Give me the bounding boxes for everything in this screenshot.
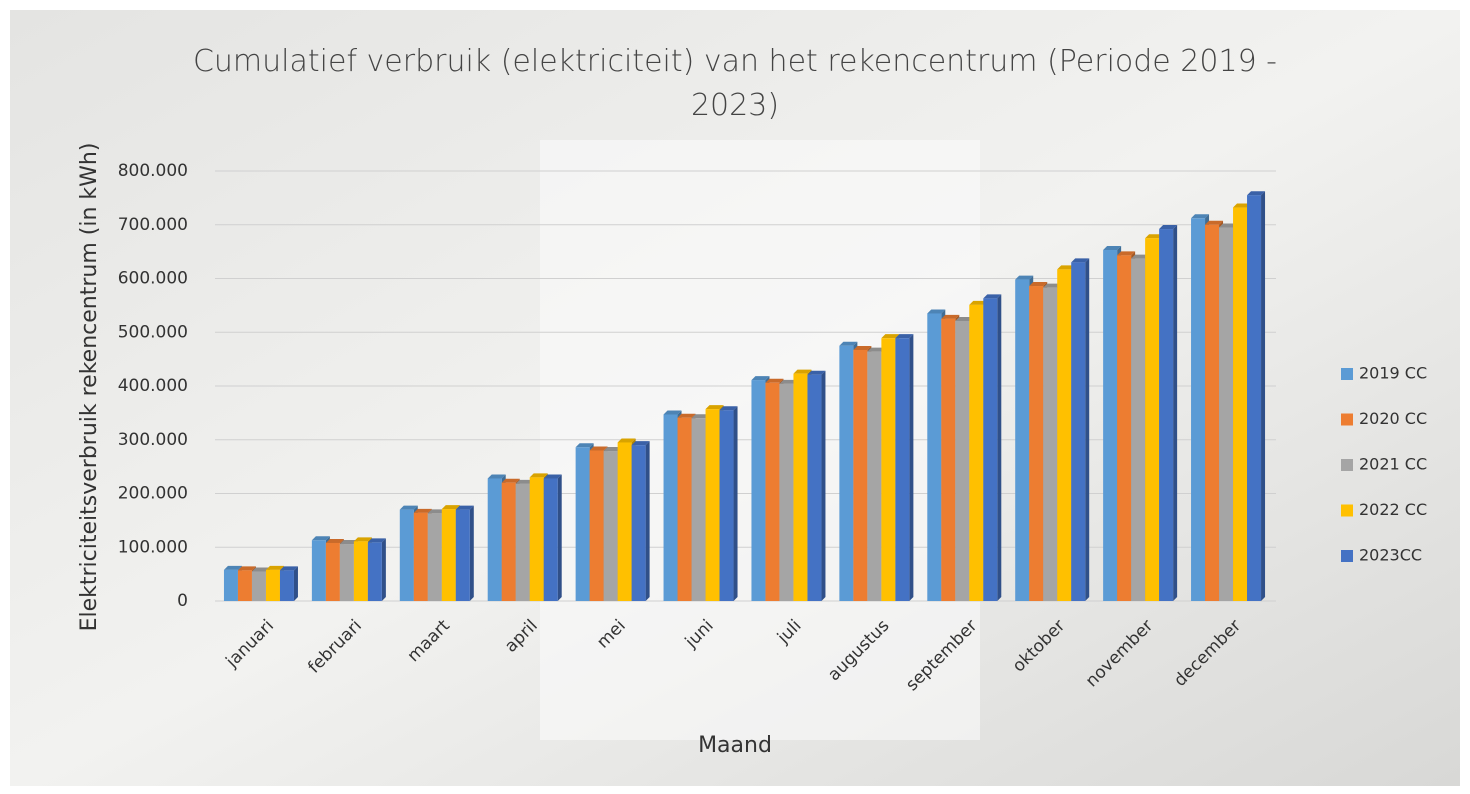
bar xyxy=(720,410,734,601)
bar-side xyxy=(646,441,650,601)
bar-side xyxy=(997,294,1001,601)
bar xyxy=(853,350,867,601)
bar xyxy=(368,542,382,601)
bar xyxy=(488,478,502,601)
bar xyxy=(1071,262,1085,601)
y-tick-label: 0 xyxy=(177,591,188,611)
bar xyxy=(1219,227,1233,601)
y-tick-label: 200.000 xyxy=(118,484,188,504)
legend-swatch xyxy=(1341,368,1353,380)
bar-side xyxy=(1173,225,1177,601)
bar xyxy=(576,447,590,601)
bar xyxy=(442,509,456,601)
bar xyxy=(881,338,895,601)
bar xyxy=(1205,225,1219,601)
bar-side xyxy=(1085,258,1089,601)
bar xyxy=(252,571,266,601)
bar xyxy=(1131,259,1145,601)
bar xyxy=(1247,195,1261,601)
bar-side xyxy=(821,371,825,601)
bar xyxy=(618,442,632,601)
legend-label: 2021 CC xyxy=(1359,455,1427,474)
page: 0 100.000 200.000 300.000 400.000 500.000 600.… xyxy=(0,0,1470,794)
legend-label: 2019 CC xyxy=(1359,364,1427,383)
bar xyxy=(456,510,470,601)
y-axis-title: Elektriciteitsverbruik rekencentrum (in … xyxy=(77,143,102,632)
bar xyxy=(632,445,646,601)
bar xyxy=(1029,286,1043,601)
bar xyxy=(765,383,779,601)
bar xyxy=(779,384,793,601)
bar-side xyxy=(382,538,386,601)
bar xyxy=(544,478,558,601)
bar xyxy=(678,418,692,601)
bar xyxy=(326,543,340,601)
bar xyxy=(1057,269,1071,601)
chart-title: Cumulatief verbruik (elektriciteit) van … xyxy=(185,40,1285,128)
bar xyxy=(340,544,354,601)
bar-side xyxy=(470,506,474,601)
bar xyxy=(927,313,941,601)
bar xyxy=(807,375,821,601)
y-tick-label: 500.000 xyxy=(118,322,188,342)
bar xyxy=(266,570,280,601)
bar xyxy=(502,483,516,601)
x-axis-title: Maand xyxy=(698,733,772,758)
legend-label: 2020 CC xyxy=(1359,409,1427,428)
bar xyxy=(400,510,414,601)
bar xyxy=(280,570,294,601)
bar xyxy=(590,451,604,602)
legend-swatch xyxy=(1341,505,1353,517)
bar xyxy=(604,451,618,601)
bar xyxy=(1145,238,1159,601)
bar xyxy=(706,409,720,601)
legend-swatch xyxy=(1341,414,1353,426)
bar xyxy=(1191,218,1205,601)
y-tick-label: 100.000 xyxy=(118,537,188,557)
bar xyxy=(1103,250,1117,601)
bar-side xyxy=(558,474,562,601)
bar xyxy=(895,338,909,601)
bar xyxy=(839,346,853,601)
bar xyxy=(414,513,428,601)
bar xyxy=(428,513,442,601)
bar xyxy=(867,352,881,601)
bar xyxy=(1043,288,1057,601)
bar-side xyxy=(909,334,913,601)
y-tick-label: 800.000 xyxy=(118,161,188,181)
bar xyxy=(516,484,530,601)
bar xyxy=(1233,208,1247,601)
bar xyxy=(751,380,765,601)
bar xyxy=(224,570,238,601)
legend-swatch xyxy=(1341,550,1353,562)
bar xyxy=(354,541,368,601)
bar xyxy=(664,414,678,601)
bar xyxy=(312,540,326,601)
bar-side xyxy=(1261,191,1265,601)
bar xyxy=(530,477,544,601)
y-tick-label: 700.000 xyxy=(118,215,188,235)
y-tick-label: 600.000 xyxy=(118,269,188,289)
bar-side xyxy=(294,566,298,601)
bar xyxy=(238,570,252,601)
bar xyxy=(692,418,706,601)
legend-label: 2022 CC xyxy=(1359,500,1427,519)
bar xyxy=(969,305,983,601)
bar xyxy=(955,321,969,601)
bar-side xyxy=(734,406,738,601)
y-tick-label: 400.000 xyxy=(118,376,188,396)
bar xyxy=(983,298,997,601)
legend-swatch xyxy=(1341,459,1353,471)
bar xyxy=(1015,280,1029,601)
bar xyxy=(941,319,955,601)
bar xyxy=(1159,229,1173,601)
bar xyxy=(793,374,807,601)
y-tick-label: 300.000 xyxy=(118,430,188,450)
legend-label: 2023CC xyxy=(1359,546,1422,565)
bar xyxy=(1117,255,1131,601)
